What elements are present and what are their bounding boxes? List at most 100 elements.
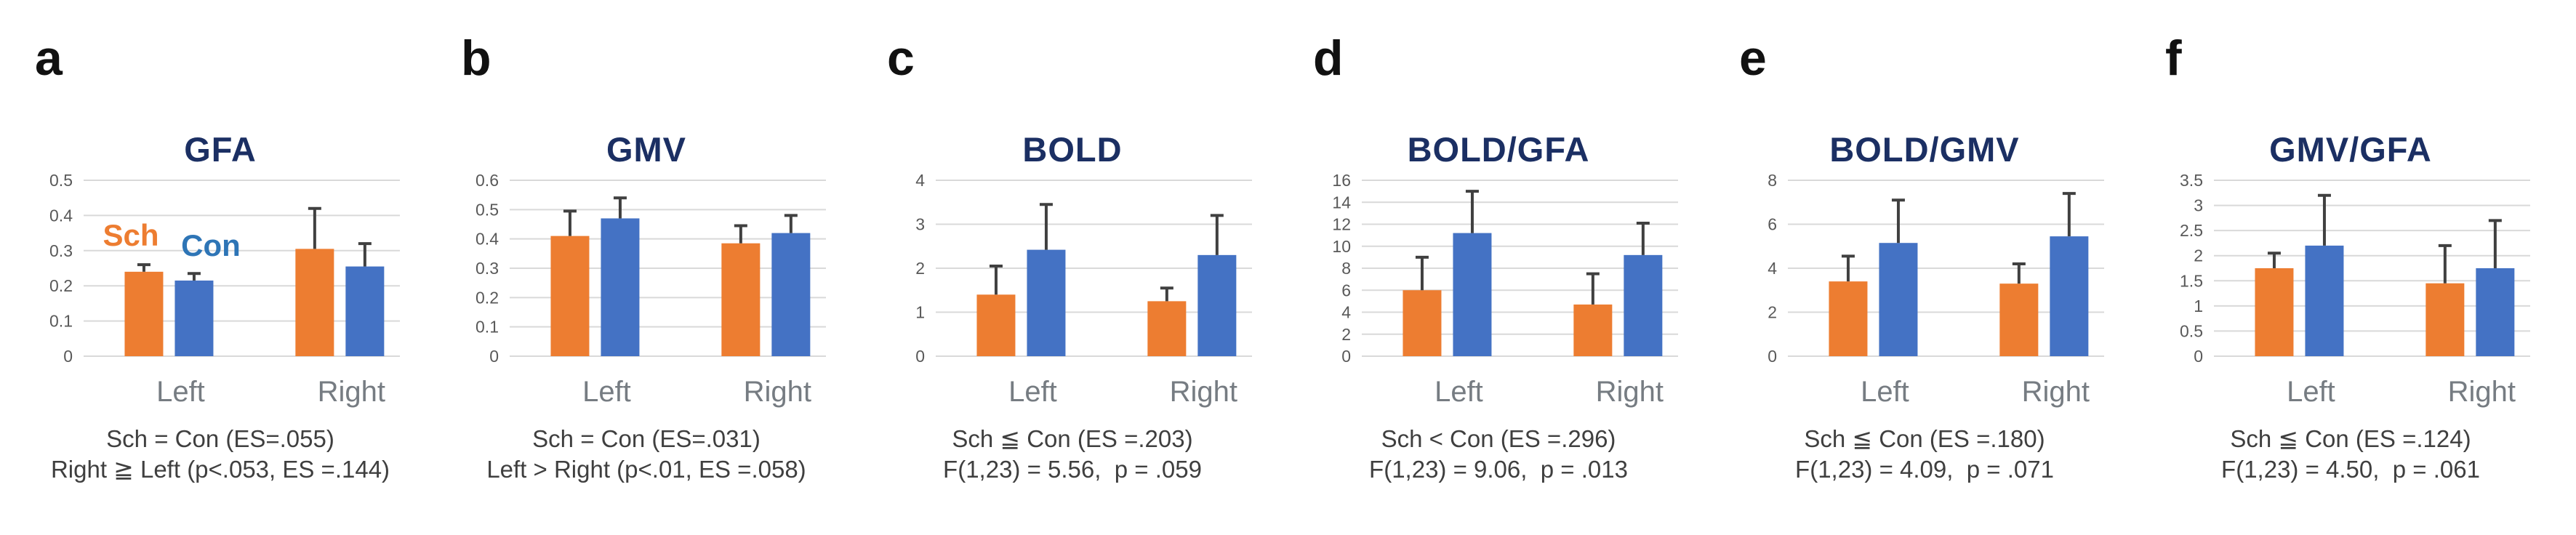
panel-f: f GMV/GFA 0 0.5 1 1.5 2 2.5 3 3.5 Left Right Sch ≦ C… — [2145, 0, 2556, 535]
caption: Sch = Con (ES=.031) Left > Right (p<.01, … — [441, 424, 852, 485]
bar-sch-right — [2425, 283, 2465, 356]
y-tick-label: 1 — [915, 303, 925, 322]
y-tick-label: 0 — [63, 347, 73, 366]
chart-title: BOLD/GMV — [1829, 130, 2020, 169]
y-tick-label: 8 — [1341, 259, 1351, 278]
caption-line-1: Sch ≦ Con (ES =.180) — [1804, 425, 2045, 452]
y-tick-label: 2 — [1341, 325, 1351, 344]
bar-con-right — [345, 266, 385, 356]
y-tick-label: 0.5 — [476, 200, 499, 219]
x-label-right: Right — [1596, 376, 1664, 408]
bar-con-right — [2476, 268, 2515, 356]
y-tick-label: 6 — [1341, 281, 1351, 299]
bar-con-right — [771, 233, 811, 356]
bar-con-left — [174, 280, 214, 356]
y-tick-label: 1.5 — [2180, 271, 2203, 290]
panel-letter: b — [461, 31, 491, 86]
y-tick-label: 6 — [1768, 215, 1777, 234]
y-tick-label: 0.5 — [2180, 321, 2203, 340]
chart-title: BOLD — [1022, 130, 1123, 169]
y-tick-label: 3.5 — [2180, 171, 2203, 190]
bar-chart: 0 2 4 6 8 10 12 14 16 Left Right — [1332, 171, 1678, 408]
y-tick-label: 0 — [915, 347, 925, 366]
bar-sch-left — [124, 271, 164, 356]
caption-line-1: Sch = Con (ES=.031) — [532, 425, 761, 452]
y-tick-label: 2.5 — [2180, 221, 2203, 240]
caption: Sch < Con (ES =.296) F(1,23) = 9.06, p = … — [1293, 424, 1704, 485]
bar-con-left — [1879, 243, 1918, 356]
y-tick-label: 0 — [1768, 347, 1777, 366]
bar-con-left — [601, 218, 640, 356]
panel-c: c BOLD 0 1 2 3 4 Left Right Sch ≦ Con (ES =.203) F… — [867, 0, 1278, 535]
caption-line-2: F(1,23) = 4.09, p = .071 — [1795, 456, 2054, 483]
y-tick-label: 0 — [1341, 347, 1351, 366]
bar-con-right — [1624, 254, 1663, 356]
bar-chart: 0 0.5 1 1.5 2 2.5 3 3.5 Left Right — [2180, 171, 2530, 408]
x-label-left: Left — [2287, 376, 2335, 408]
y-tick-label: 0.1 — [49, 312, 73, 331]
bar-con-right — [1197, 254, 1237, 356]
caption-line-1: Sch = Con (ES=.055) — [106, 425, 334, 452]
series-label-con: Con — [181, 228, 241, 262]
bar-sch-left — [550, 236, 590, 356]
y-tick-label: 2 — [915, 259, 925, 278]
caption: Sch = Con (ES=.055) Right ≧ Left (p<.053,… — [15, 424, 426, 485]
bar-sch-left — [976, 294, 1016, 356]
bar-chart: 0 1 2 3 4 Left Right — [915, 171, 1252, 408]
x-label-right: Right — [2022, 376, 2090, 408]
chart-title: GMV — [606, 130, 687, 169]
y-tick-label: 3 — [2194, 196, 2203, 215]
caption: Sch ≦ Con (ES =.124) F(1,23) = 4.50, p = … — [2145, 424, 2556, 485]
caption-line-2: F(1,23) = 4.50, p = .061 — [2221, 456, 2480, 483]
panel-letter: d — [1313, 31, 1344, 86]
bar-sch-right — [1147, 301, 1187, 356]
caption-line-2: F(1,23) = 5.56, p = .059 — [943, 456, 1202, 483]
y-tick-label: 3 — [915, 215, 925, 234]
chart-title: GFA — [184, 130, 257, 169]
bar-sch-right — [1999, 283, 2039, 356]
x-label-right: Right — [318, 376, 385, 408]
bar-sch-left — [2255, 268, 2294, 356]
y-tick-label: 0.1 — [476, 318, 499, 337]
caption-line-1: Sch ≦ Con (ES =.124) — [2230, 425, 2471, 452]
y-tick-label: 2 — [2194, 246, 2203, 265]
panel-letter: e — [1739, 31, 1767, 86]
bar-sch-left — [1403, 290, 1442, 356]
caption-line-2: Right ≧ Left (p<.053, ES =.144) — [50, 456, 390, 483]
panel-letter: f — [2165, 31, 2182, 86]
y-tick-label: 0.5 — [49, 171, 73, 190]
panel-b: b GMV 0 0.1 0.2 0.3 0.4 0.5 0.6 Left Right Sch = Co… — [441, 0, 852, 535]
panel-d: d BOLD/GFA 0 2 4 6 8 10 12 14 16 Left Right Sch < Con… — [1293, 0, 1704, 535]
y-tick-label: 0.2 — [49, 276, 73, 295]
bar-sch-left — [1829, 281, 1868, 356]
x-label-left: Left — [1008, 376, 1057, 408]
x-label-left: Left — [156, 376, 205, 408]
x-label-left: Left — [1435, 376, 1483, 408]
y-tick-label: 10 — [1332, 237, 1351, 256]
caption-line-1: Sch < Con (ES =.296) — [1381, 425, 1616, 452]
y-tick-label: 0.2 — [476, 288, 499, 307]
x-label-left: Left — [1861, 376, 1909, 408]
x-label-right: Right — [744, 376, 811, 408]
y-tick-label: 0.4 — [476, 230, 499, 249]
y-tick-label: 14 — [1332, 193, 1351, 212]
y-tick-label: 0.6 — [476, 171, 499, 190]
y-tick-label: 8 — [1768, 171, 1777, 190]
caption-line-2: Left > Right (p<.01, ES =.058) — [486, 456, 806, 483]
bar-con-left — [2305, 245, 2344, 356]
y-tick-label: 4 — [1768, 259, 1777, 278]
bar-chart: 0 2 4 6 8 Left Right — [1768, 171, 2104, 408]
y-tick-label: 1 — [2194, 297, 2203, 315]
panel-a: a GFA 0 0.1 0.2 0.3 0.4 0.5 Left Right Sch Con Sch =… — [15, 0, 426, 535]
caption: Sch ≦ Con (ES =.180) F(1,23) = 4.09, p = … — [1719, 424, 2130, 485]
bar-chart: 0 0.1 0.2 0.3 0.4 0.5 0.6 Left Right — [476, 171, 826, 408]
y-tick-label: 0.3 — [49, 241, 73, 260]
caption: Sch ≦ Con (ES =.203) F(1,23) = 5.56, p = … — [867, 424, 1278, 485]
x-label-right: Right — [1170, 376, 1237, 408]
bar-sch-right — [295, 249, 334, 356]
bar-con-left — [1027, 249, 1066, 356]
panel-letter: a — [35, 31, 63, 86]
chart-title: GMV/GFA — [2269, 130, 2432, 169]
x-label-left: Left — [582, 376, 631, 408]
